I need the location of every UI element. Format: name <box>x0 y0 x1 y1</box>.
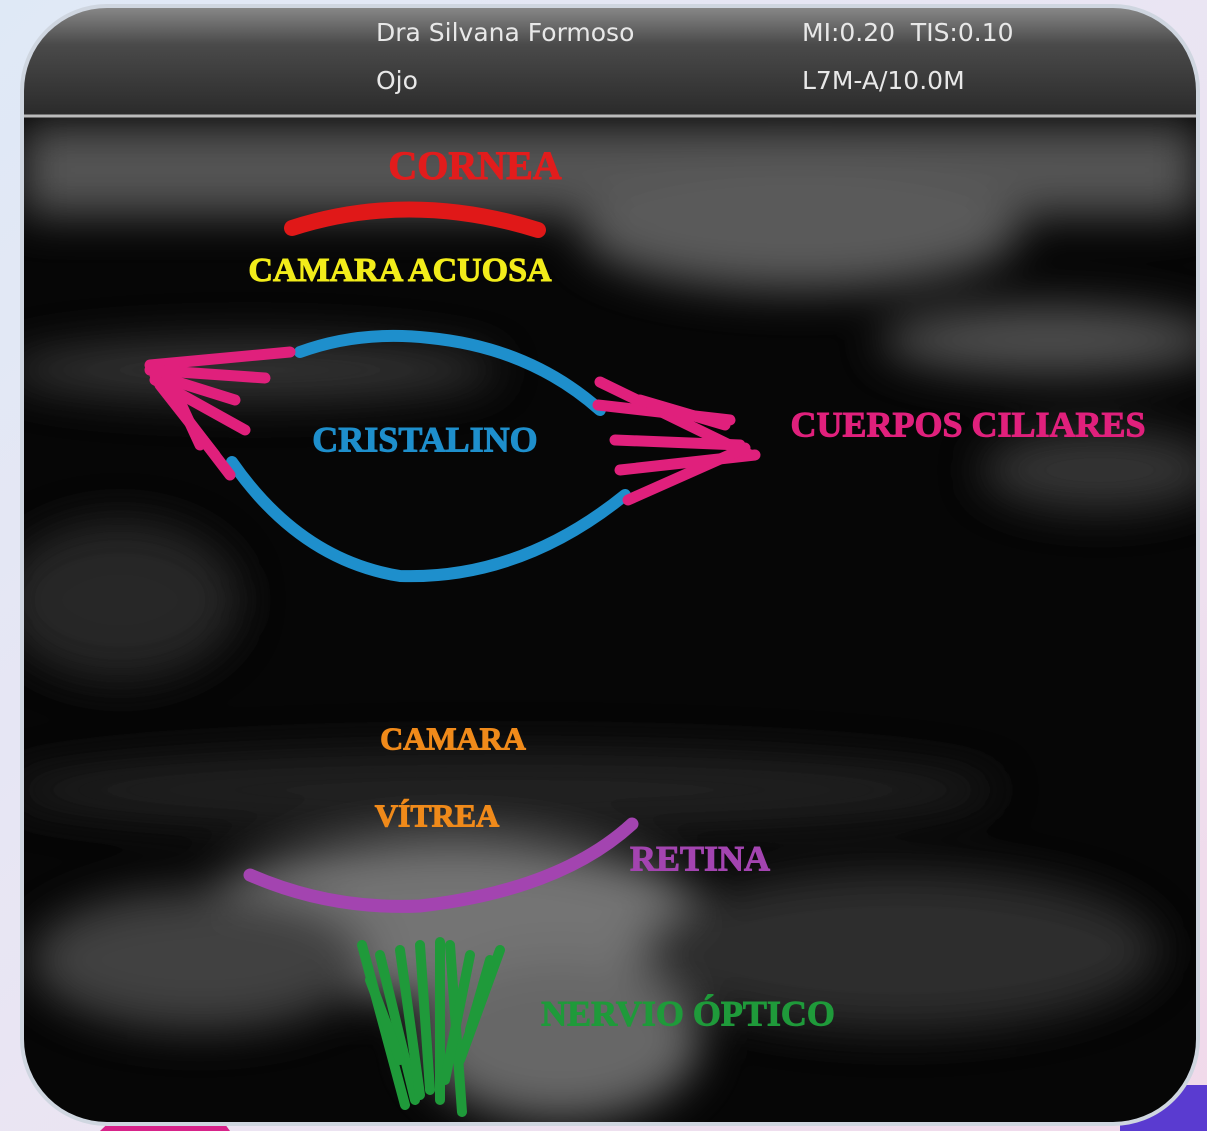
tissue-echo <box>22 125 1198 1120</box>
cornea-outline <box>284 201 546 238</box>
retina-label: RETINA <box>630 838 770 878</box>
vitreous-label: CAMARA <box>380 720 526 756</box>
ciliary-bodies <box>144 346 761 506</box>
cornea-label: CORNEA <box>388 143 561 188</box>
probe: L7M-A/10.0M <box>802 66 965 95</box>
image-area <box>22 6 1198 1124</box>
retina-outline <box>243 817 639 913</box>
vitreous-label: VÍTREA <box>375 797 499 833</box>
optic-nerve <box>357 937 505 1117</box>
optic-nerve-label: NERVIO ÓPTICO <box>541 993 835 1033</box>
indices: MI:0.20 TIS:0.10 <box>802 18 1014 47</box>
lens-label: CRISTALINO <box>312 419 537 459</box>
frame <box>20 4 1200 1126</box>
header-bar <box>22 6 1198 116</box>
ciliary-bodies-label: CUERPOS CILIARES <box>790 404 1145 444</box>
anterior-chamber-label: CAMARA ACUOSA <box>248 252 552 289</box>
lens-outline <box>226 329 631 583</box>
study: Ojo <box>376 66 418 95</box>
operator: Dra Silvana Formoso <box>376 18 634 47</box>
